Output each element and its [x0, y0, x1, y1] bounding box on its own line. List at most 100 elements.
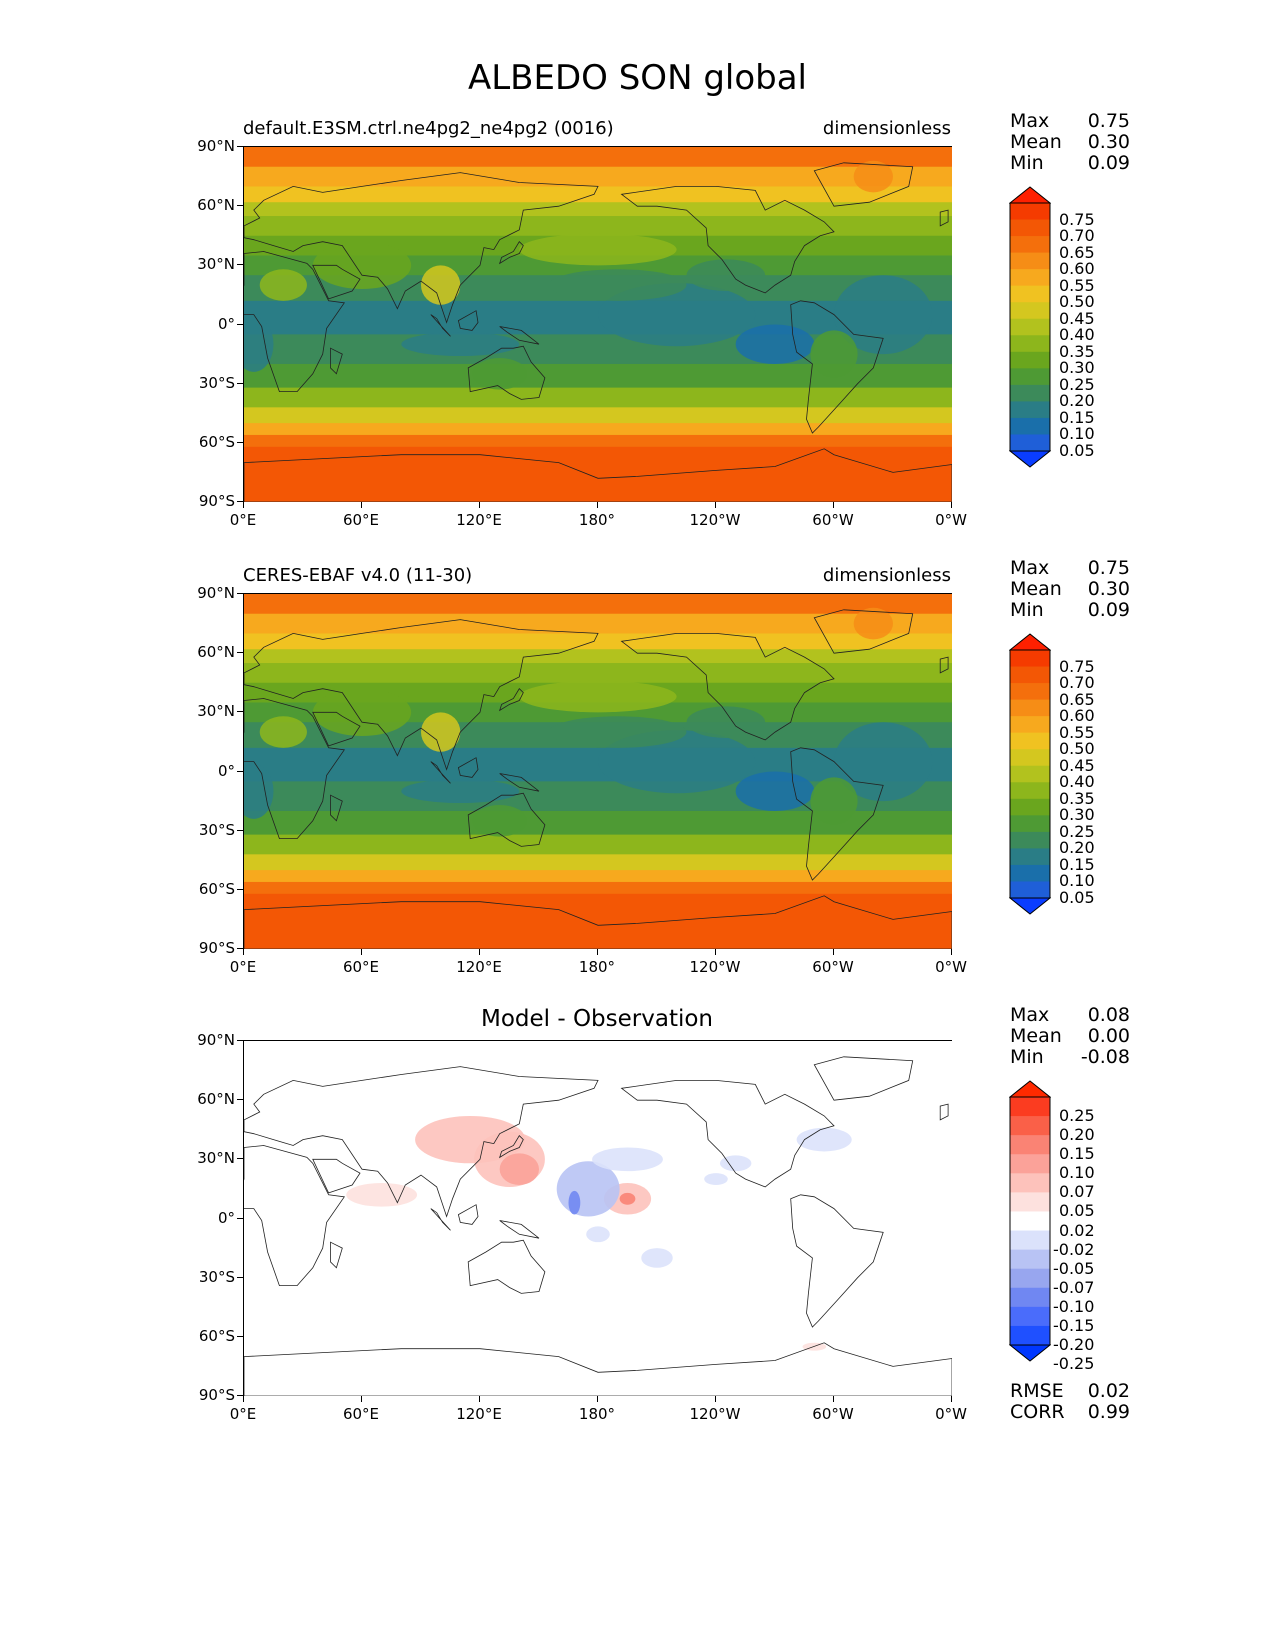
- coastline: [312, 1158, 361, 1194]
- lon-tick: [361, 949, 362, 955]
- coastline: [244, 1145, 346, 1286]
- colorbar-tick-label: 0.20: [1059, 838, 1095, 858]
- colorbar-tick-label: 0.50: [1059, 739, 1095, 759]
- lat-tick: [237, 382, 243, 384]
- stat-min-value: 0.09: [1087, 599, 1130, 621]
- colorbar-tick-label: 0.15: [1059, 854, 1095, 874]
- colorbar-tick-label: 0.55: [1059, 722, 1095, 742]
- lat-tick: [237, 501, 243, 502]
- lon-label: 0°E: [229, 511, 257, 529]
- lat-tick: [237, 829, 243, 831]
- colorbar-1: [1008, 186, 1052, 468]
- coastline: [330, 794, 343, 822]
- coastline: [457, 1204, 479, 1225]
- colorbar-swatch: [1010, 1211, 1050, 1232]
- lon-tick: [597, 1396, 598, 1402]
- coastline: [620, 1080, 835, 1188]
- panel-1-units: dimensionless: [822, 118, 951, 139]
- lon-label: 60°E: [342, 958, 380, 976]
- lat-tick: [237, 888, 243, 890]
- colorbar-swatch: [1010, 219, 1050, 237]
- map-panel-3: [243, 1040, 952, 1396]
- colorbar-tick-label: 0.35: [1059, 788, 1095, 808]
- lon-tick: [833, 949, 834, 955]
- lon-label: 0°W: [935, 1405, 967, 1423]
- stat-mean-label: Mean: [1010, 578, 1062, 600]
- panel-2-left-title: CERES-EBAF v4.0 (11-30): [243, 565, 473, 586]
- stat-min-value: -0.08: [1080, 1046, 1130, 1068]
- coastline: [790, 747, 884, 881]
- lon-label: 180°: [578, 511, 616, 529]
- colorbar-tick-label: 0.10: [1059, 1163, 1095, 1183]
- coastline: [457, 757, 479, 778]
- lat-label: 60°N: [197, 196, 235, 215]
- colorbar-swatch: [1010, 798, 1050, 816]
- stat-min-label: Min: [1010, 1046, 1044, 1068]
- map-panel-1: [243, 146, 952, 502]
- lon-label: 60°E: [342, 511, 380, 529]
- colorbar-3: [1008, 1080, 1052, 1362]
- lat-tick: [237, 1276, 243, 1278]
- colorbar-extend-min: [1008, 897, 1052, 915]
- lat-label: 90°N: [197, 137, 235, 155]
- lon-label: 120°E: [456, 1405, 502, 1423]
- coastline: [813, 162, 914, 207]
- lon-tick: [951, 1396, 952, 1402]
- lat-label: 60°S: [198, 432, 235, 451]
- lon-label: 120°W: [689, 511, 741, 529]
- lat-label: 60°N: [197, 1090, 235, 1109]
- colorbar-tick-label: 0.30: [1059, 358, 1095, 378]
- map-field-2: [244, 594, 952, 949]
- colorbar-swatch: [1010, 1154, 1050, 1174]
- lat-label: 90°S: [198, 492, 235, 510]
- lat-label: 30°N: [197, 702, 235, 721]
- lon-label: 60°W: [812, 958, 854, 976]
- colorbar-tick-label: 0.05: [1059, 441, 1095, 460]
- colorbar-extend-max: [1008, 186, 1052, 204]
- lat-label: 30°S: [198, 373, 235, 392]
- colorbar-tick-label: 0.02: [1059, 1220, 1095, 1240]
- coastline: [467, 792, 546, 847]
- colorbar-tick-label: 0.25: [1059, 821, 1095, 841]
- lat-label: 90°N: [197, 1031, 235, 1049]
- colorbar-swatch: [1010, 335, 1050, 353]
- colorbar-swatch: [1010, 285, 1050, 303]
- colorbar-swatch: [1010, 417, 1050, 435]
- lat-label: 0°: [217, 314, 235, 333]
- colorbar-tick-label: 0.25: [1059, 1106, 1095, 1126]
- lat-label: 60°N: [197, 643, 235, 662]
- lon-label: 180°: [578, 1405, 616, 1423]
- colorbar-tick-label: -0.25: [1053, 1354, 1095, 1374]
- lon-tick: [479, 1396, 480, 1402]
- lon-tick: [833, 502, 834, 508]
- colorbar-swatch: [1010, 1173, 1050, 1193]
- lat-tick: [237, 948, 243, 949]
- lat-tick: [237, 323, 243, 325]
- colorbar-swatch: [1010, 318, 1050, 336]
- colorbar-tick-label: 0.65: [1059, 242, 1095, 262]
- colorbar-swatch: [1010, 351, 1050, 369]
- colorbar-swatch: [1010, 203, 1050, 221]
- colorbar-tick-label: 0.20: [1059, 1125, 1095, 1145]
- lat-label: 90°S: [198, 939, 235, 957]
- colorbar-swatch: [1010, 1306, 1050, 1327]
- lon-tick: [479, 949, 480, 955]
- stat-corr-value: 0.99: [1087, 1401, 1130, 1423]
- colorbar-extend-max: [1008, 1080, 1052, 1098]
- lat-label: 90°N: [197, 584, 235, 602]
- coastline: [939, 1103, 949, 1121]
- colorbar-swatch: [1010, 1230, 1050, 1251]
- lon-label: 60°W: [812, 1405, 854, 1423]
- colorbar-extend-min: [1008, 450, 1052, 468]
- colorbar-swatch: [1010, 864, 1050, 882]
- lon-tick: [715, 949, 716, 955]
- lon-tick: [243, 1396, 244, 1402]
- colorbar-extend-max: [1008, 633, 1052, 651]
- coastline: [244, 895, 952, 949]
- colorbar-tick-label: -0.10: [1053, 1296, 1095, 1316]
- colorbar-1-wrap: [1008, 186, 1052, 472]
- colorbar-swatch: [1010, 666, 1050, 684]
- stat-mean-label: Mean: [1010, 1025, 1062, 1047]
- coastline: [430, 1208, 451, 1231]
- colorbar-swatch: [1010, 749, 1050, 767]
